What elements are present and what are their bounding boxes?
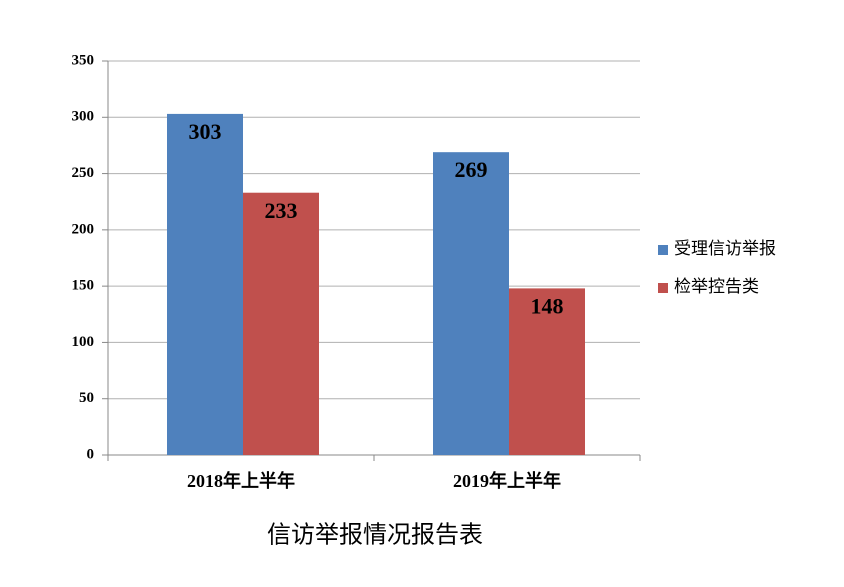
value-label: 148 bbox=[531, 293, 564, 318]
bar bbox=[167, 113, 243, 455]
value-label: 233 bbox=[265, 198, 298, 223]
value-label: 269 bbox=[455, 157, 488, 182]
legend-label: 检举控告类 bbox=[674, 277, 759, 296]
value-label: 303 bbox=[189, 119, 222, 144]
y-tick-label: 50 bbox=[79, 390, 94, 406]
y-tick-label: 350 bbox=[72, 52, 95, 68]
y-tick-label: 0 bbox=[87, 446, 95, 462]
legend-swatch bbox=[658, 283, 668, 293]
y-tick-label: 300 bbox=[72, 109, 95, 125]
legend-swatch bbox=[658, 245, 668, 255]
bar bbox=[509, 288, 585, 455]
y-tick-label: 250 bbox=[72, 165, 95, 181]
bar bbox=[433, 152, 509, 455]
x-tick-label: 2019年上半年 bbox=[453, 470, 561, 491]
chart-title: 信访举报情况报告表 bbox=[267, 522, 483, 549]
legend-label: 受理信访举报 bbox=[674, 239, 776, 258]
y-tick-label: 100 bbox=[72, 334, 95, 350]
y-tick-label: 200 bbox=[72, 221, 95, 237]
x-tick-label: 2018年上半年 bbox=[187, 470, 295, 491]
bar bbox=[243, 192, 319, 456]
y-tick-label: 150 bbox=[72, 278, 95, 294]
